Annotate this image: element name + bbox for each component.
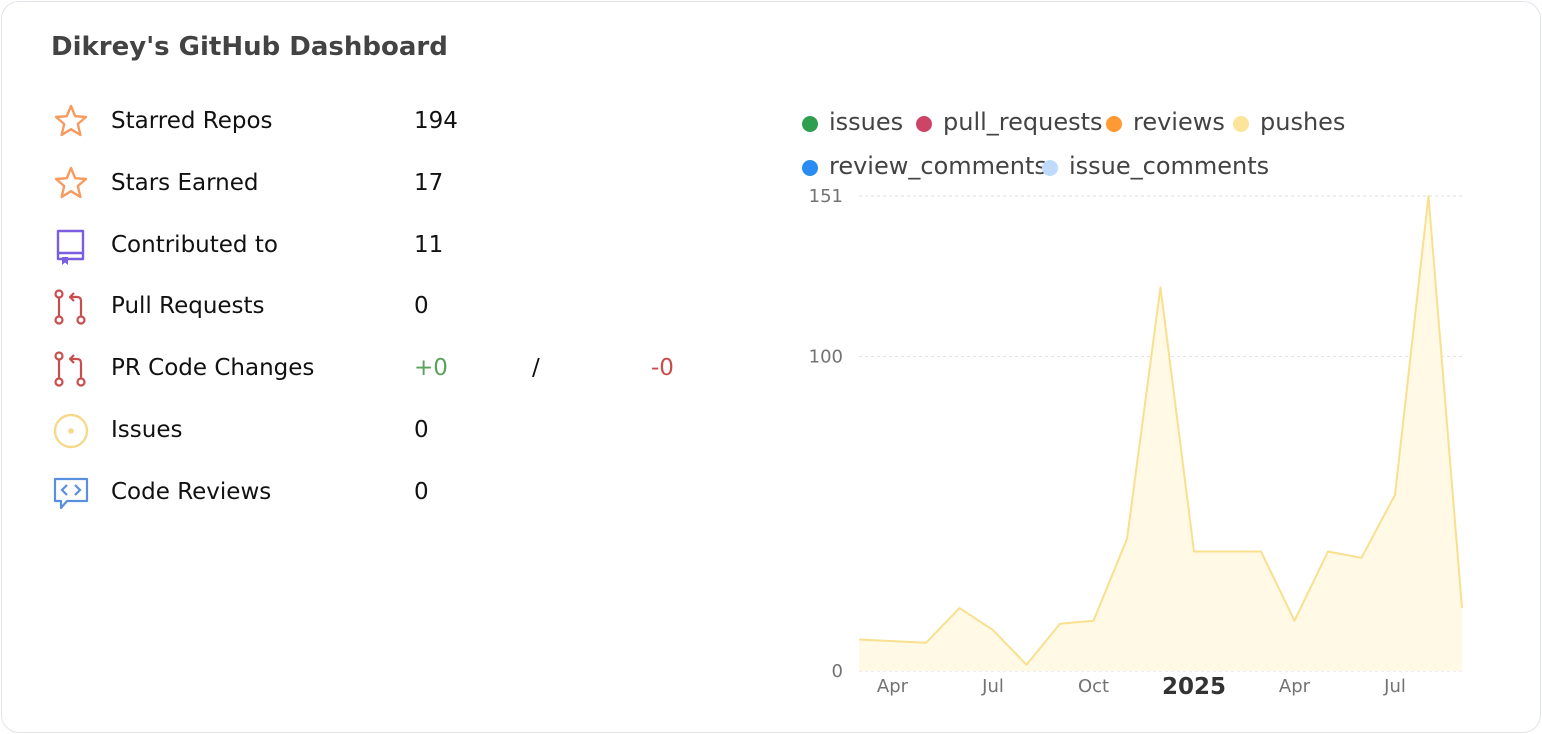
- legend-label: pushes: [1260, 108, 1346, 136]
- stat-label: Stars Earned: [111, 170, 259, 196]
- legend-dot: [1106, 116, 1122, 132]
- stat-value: 0: [414, 417, 429, 443]
- x-tick-label: Jul: [1383, 676, 1406, 697]
- x-tick-label: Oct: [1078, 676, 1109, 697]
- stat-label: Starred Repos: [111, 108, 273, 134]
- x-tick-label: Apr: [877, 676, 909, 697]
- legend-dot: [916, 116, 932, 132]
- pull-request-icon: [54, 289, 86, 325]
- stat-row-pr-code-changes: PR Code Changes +0 / -0: [51, 347, 711, 391]
- stat-row-starred-repos: Starred Repos 194: [51, 100, 711, 144]
- legend-dot: [802, 160, 818, 176]
- deletions-value: -0: [651, 355, 674, 381]
- stat-label: Contributed to: [111, 232, 278, 258]
- stat-value: 17: [414, 170, 444, 196]
- stat-row-code-reviews: Code Reviews 0: [51, 471, 711, 515]
- stat-row-stars-earned: Stars Earned 17: [51, 162, 711, 206]
- stat-value: 0: [414, 479, 429, 505]
- stat-value: 11: [414, 232, 444, 258]
- stat-row-contributed-to: Contributed to 11: [51, 224, 711, 268]
- x-tick-label: Apr: [1279, 676, 1311, 697]
- legend-label: issue_comments: [1069, 152, 1270, 180]
- repo-icon: [56, 229, 85, 265]
- x-tick-label: Jul: [981, 676, 1004, 697]
- legend-dot: [1233, 116, 1249, 132]
- issue-icon: [53, 413, 89, 449]
- star-icon: [54, 166, 88, 199]
- series-line-pushes: [858, 195, 1463, 666]
- stat-row-pull-requests: Pull Requests 0: [51, 285, 711, 329]
- code-review-icon: [53, 477, 89, 510]
- legend-label: review_comments: [829, 152, 1047, 180]
- activity-chart: 0 100 151 Apr Jul Oct 2025 Apr Jul: [809, 186, 1463, 700]
- stat-label: Issues: [111, 417, 183, 443]
- additions-value: +0: [414, 355, 448, 381]
- legend-label: issues: [829, 108, 904, 136]
- changes-separator: /: [532, 355, 540, 381]
- stat-label: PR Code Changes: [111, 355, 315, 381]
- stat-row-issues: Issues 0: [51, 409, 711, 453]
- pull-request-icon: [54, 351, 86, 387]
- stat-label: Code Reviews: [111, 479, 272, 505]
- y-tick-label: 100: [809, 346, 843, 367]
- legend-dot: [1042, 160, 1058, 176]
- star-icon: [54, 104, 88, 137]
- stat-value: 194: [414, 108, 458, 134]
- stat-label: Pull Requests: [111, 293, 265, 319]
- y-tick-label: 0: [832, 661, 843, 682]
- stat-value: 0: [414, 293, 429, 319]
- legend-dot: [802, 116, 818, 132]
- y-tick-label: 151: [809, 186, 843, 207]
- legend-label: reviews: [1133, 108, 1225, 136]
- chart-legend: issues pull_requests reviews pushes revi…: [802, 102, 1522, 192]
- page-title: Dikrey's GitHub Dashboard: [51, 32, 448, 62]
- legend-label: pull_requests: [943, 108, 1103, 136]
- x-tick-label: 2025: [1162, 674, 1226, 700]
- series-area-pushes: [859, 196, 1462, 671]
